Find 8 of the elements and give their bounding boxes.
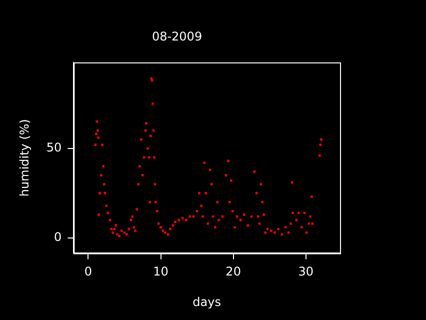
- x-tick-label: 30: [298, 264, 314, 279]
- x-axis-title: days: [192, 294, 221, 309]
- chart-title: 08-2009: [152, 29, 202, 44]
- x-tick-label: 0: [84, 264, 92, 279]
- x-tick-label: 10: [153, 264, 168, 279]
- y-axis-title: humidity (%): [17, 119, 32, 197]
- y-tick-label: 50: [46, 140, 62, 155]
- x-tick-label: 20: [226, 264, 241, 279]
